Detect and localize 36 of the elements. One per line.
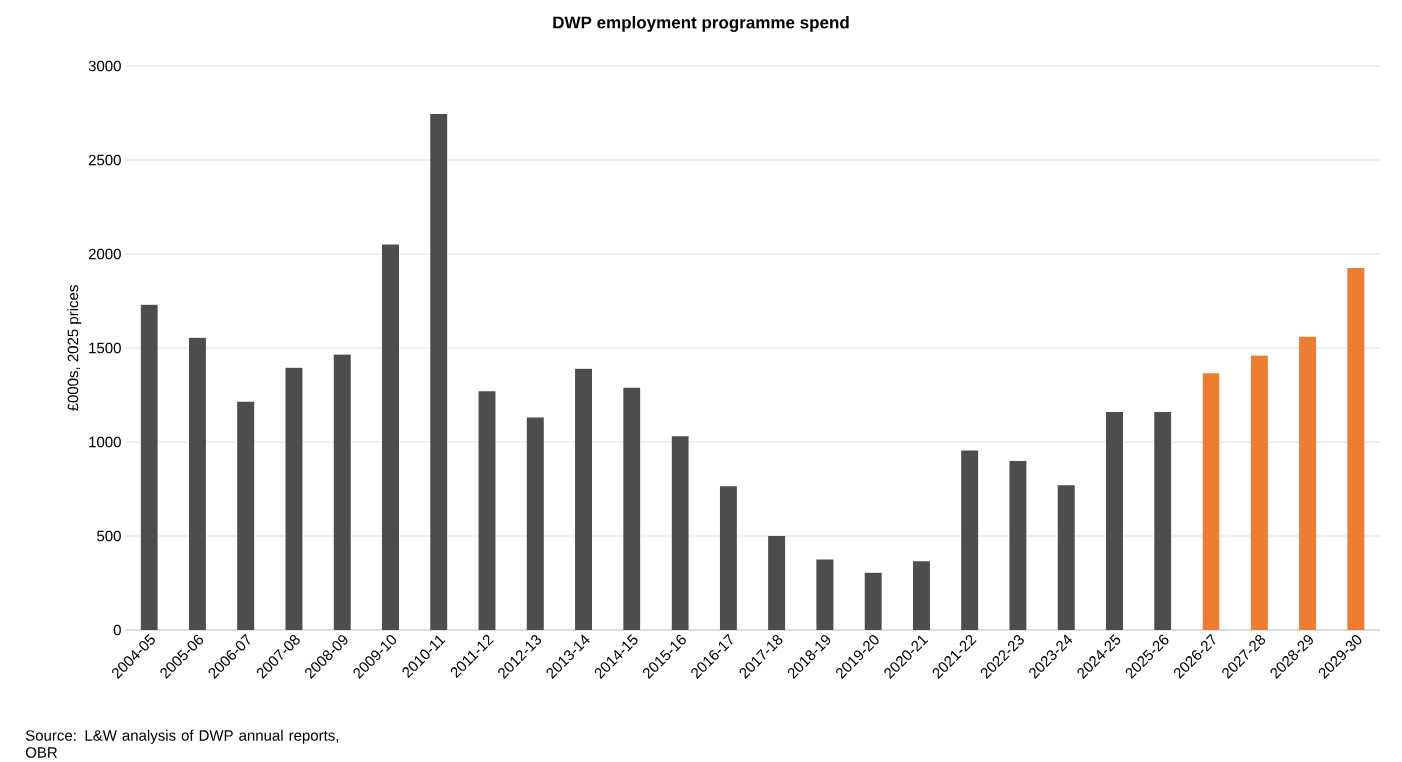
bar [1106,411,1124,630]
bar [1299,336,1317,630]
y-tick-label: 1500 [89,342,121,354]
bar [1057,485,1075,630]
bar [1009,460,1027,630]
bar [719,486,737,630]
source-note: Source: L&W analysis of DWP annual reports, OBR [25,729,339,758]
bar [575,368,593,630]
y-axis-title: £000s, 2025 prices [67,285,82,411]
y-tick-label: 2500 [88,154,121,166]
bar [188,337,206,630]
bar [237,401,255,630]
bar [671,436,689,630]
bar [961,450,979,630]
bar [1202,373,1220,630]
y-tick-label: 500 [97,530,121,542]
bar [140,304,158,630]
bar [864,572,882,630]
bar [768,535,786,630]
y-tick-label: 2000 [88,248,121,260]
bar [1154,411,1172,630]
y-tick-label: 1000 [89,436,121,448]
bar [381,244,399,630]
bar [912,561,930,630]
bar [623,387,641,630]
bar [333,354,351,630]
bar [526,417,544,630]
bar [285,367,303,630]
y-tick-label: 3000 [88,60,121,72]
y-tick-label: 0 [113,624,121,636]
bar [1347,268,1365,630]
bar [1250,355,1268,630]
chart-title: DWP employment programme spend [553,16,849,32]
bar [816,559,834,630]
bar [478,391,496,630]
bar [430,113,448,630]
